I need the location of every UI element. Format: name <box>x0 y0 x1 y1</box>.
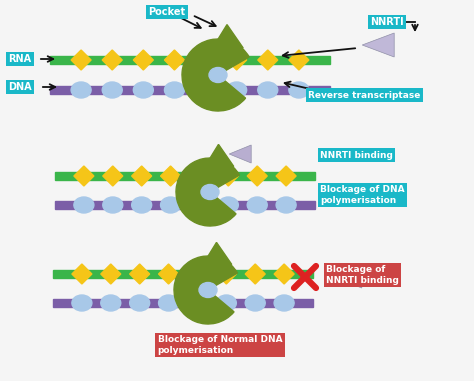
Text: Blockage of DNA
polymerisation: Blockage of DNA polymerisation <box>320 185 405 205</box>
Text: RNA: RNA <box>8 54 31 64</box>
Ellipse shape <box>132 197 152 213</box>
Text: Blockage of
NNRTI binding: Blockage of NNRTI binding <box>326 265 399 285</box>
Ellipse shape <box>196 82 216 98</box>
Ellipse shape <box>289 82 309 98</box>
Ellipse shape <box>219 197 238 213</box>
Polygon shape <box>219 166 238 186</box>
Text: Pocket: Pocket <box>148 7 185 17</box>
Polygon shape <box>289 50 309 70</box>
Ellipse shape <box>216 295 237 311</box>
Polygon shape <box>187 264 208 284</box>
Ellipse shape <box>159 295 179 311</box>
Polygon shape <box>102 50 122 70</box>
Ellipse shape <box>102 82 122 98</box>
Ellipse shape <box>227 82 246 98</box>
Ellipse shape <box>258 82 278 98</box>
Bar <box>55 172 315 180</box>
Ellipse shape <box>245 295 265 311</box>
Text: DNA: DNA <box>8 82 32 92</box>
Ellipse shape <box>274 295 294 311</box>
Polygon shape <box>103 166 123 186</box>
Ellipse shape <box>74 197 94 213</box>
Text: Reverse transcriptase: Reverse transcriptase <box>308 91 420 99</box>
Bar <box>53 299 313 307</box>
Ellipse shape <box>276 197 296 213</box>
Bar <box>50 86 330 94</box>
Polygon shape <box>216 264 237 284</box>
Polygon shape <box>133 50 153 70</box>
Polygon shape <box>159 264 179 284</box>
Wedge shape <box>176 158 239 226</box>
Text: Blockage of Normal DNA
polymerisation: Blockage of Normal DNA polymerisation <box>158 335 283 355</box>
Polygon shape <box>276 166 296 186</box>
Ellipse shape <box>201 184 219 200</box>
Polygon shape <box>161 166 181 186</box>
Ellipse shape <box>72 295 92 311</box>
Polygon shape <box>213 25 243 48</box>
Polygon shape <box>362 33 394 57</box>
Ellipse shape <box>71 82 91 98</box>
Polygon shape <box>130 264 150 284</box>
Ellipse shape <box>187 295 208 311</box>
Polygon shape <box>227 50 246 70</box>
Polygon shape <box>74 166 94 186</box>
Polygon shape <box>258 50 278 70</box>
Polygon shape <box>190 166 210 186</box>
Polygon shape <box>247 166 267 186</box>
Ellipse shape <box>190 197 210 213</box>
Ellipse shape <box>133 82 153 98</box>
Ellipse shape <box>103 197 123 213</box>
Ellipse shape <box>209 67 227 83</box>
Ellipse shape <box>101 295 121 311</box>
Polygon shape <box>334 266 362 288</box>
Polygon shape <box>203 242 232 264</box>
Polygon shape <box>132 166 152 186</box>
Bar <box>53 270 313 278</box>
Polygon shape <box>274 264 294 284</box>
Polygon shape <box>71 50 91 70</box>
Ellipse shape <box>130 295 150 311</box>
Polygon shape <box>196 50 216 70</box>
Bar <box>55 201 315 209</box>
Polygon shape <box>164 50 184 70</box>
Wedge shape <box>182 39 249 111</box>
Text: NNRTI binding: NNRTI binding <box>320 150 393 160</box>
Polygon shape <box>72 264 92 284</box>
Ellipse shape <box>199 282 217 298</box>
Polygon shape <box>229 145 251 163</box>
Ellipse shape <box>247 197 267 213</box>
Text: NNRTI: NNRTI <box>370 17 404 27</box>
Ellipse shape <box>161 197 181 213</box>
Wedge shape <box>174 256 237 324</box>
Polygon shape <box>245 264 265 284</box>
Polygon shape <box>205 144 234 166</box>
Ellipse shape <box>164 82 184 98</box>
Polygon shape <box>101 264 121 284</box>
Bar <box>50 56 330 64</box>
